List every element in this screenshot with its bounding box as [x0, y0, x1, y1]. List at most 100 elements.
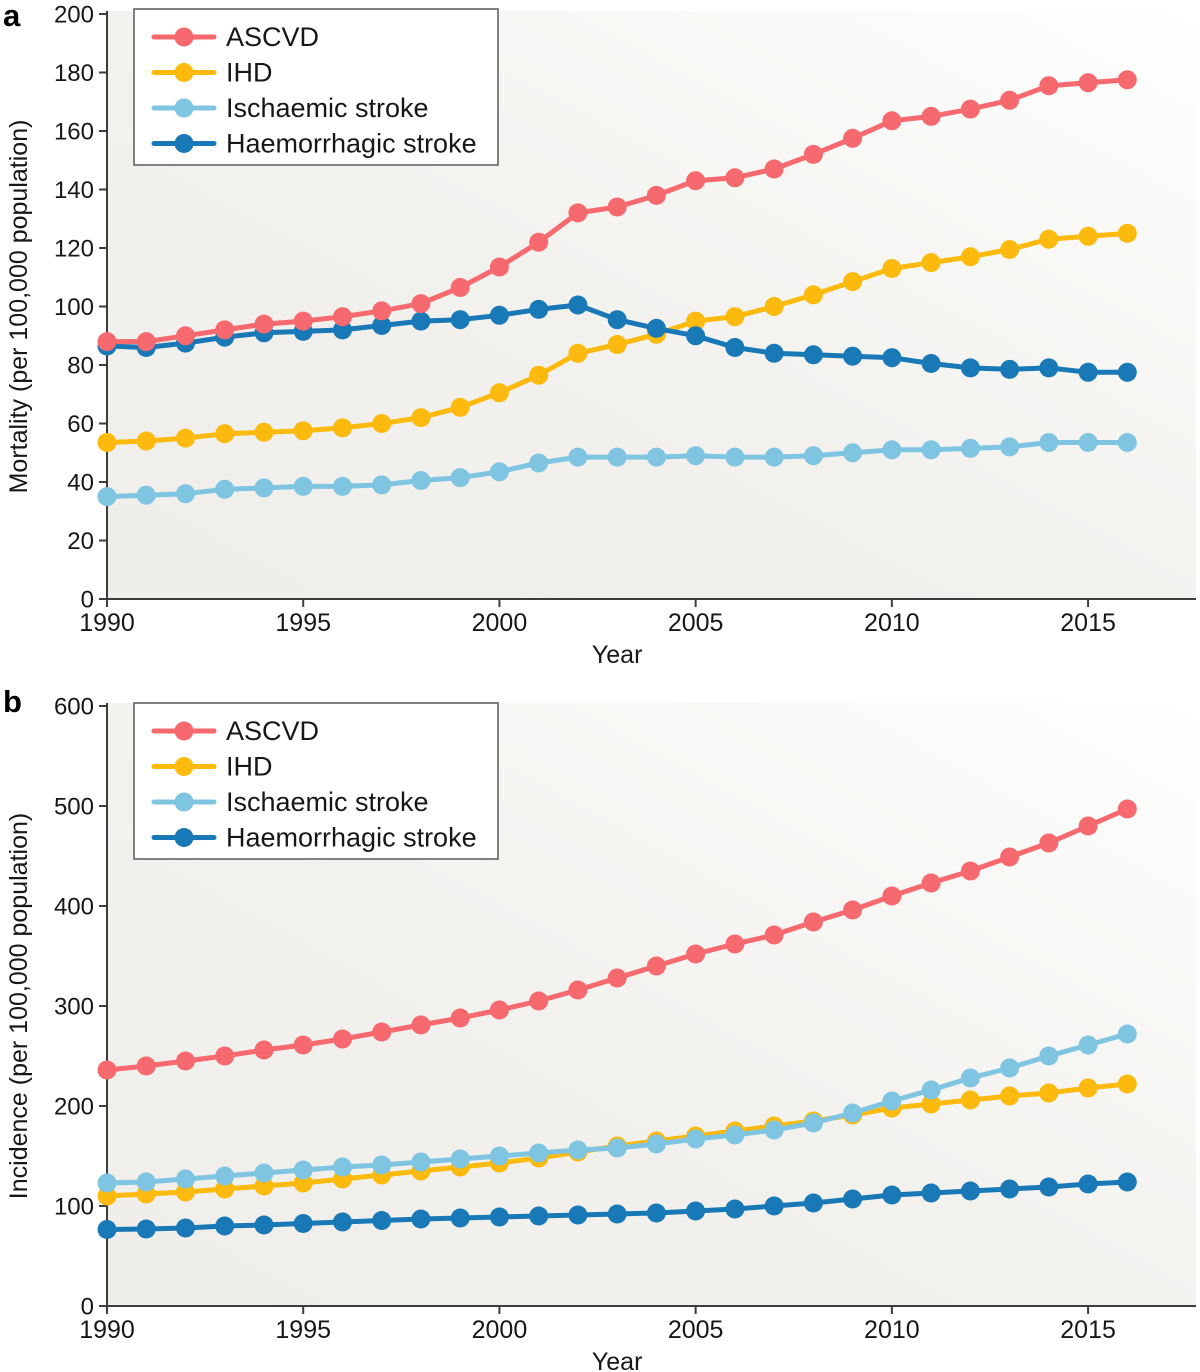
data-point-ascvd	[725, 168, 745, 188]
data-point-ascvd	[646, 956, 666, 976]
data-point-ischaemic-stroke	[843, 443, 863, 463]
data-point-haemorrhagic-stroke	[489, 305, 509, 325]
data-point-ascvd	[293, 1035, 313, 1055]
data-point-ischaemic-stroke	[607, 1138, 627, 1158]
data-point-ascvd	[1117, 799, 1137, 819]
data-point-ihd	[960, 247, 980, 267]
data-point-haemorrhagic-stroke	[803, 1193, 823, 1213]
data-point-ihd	[450, 397, 470, 417]
data-point-ascvd	[215, 1046, 235, 1066]
data-point-ascvd	[921, 106, 941, 126]
data-point-ascvd	[843, 128, 863, 148]
data-point-ischaemic-stroke	[803, 446, 823, 466]
x-tick-label: 1990	[79, 609, 135, 637]
y-axis-title: Mortality (per 100,000 population)	[5, 120, 33, 494]
data-point-ascvd	[1000, 847, 1020, 867]
data-point-ascvd	[1000, 90, 1020, 110]
x-tick-label: 2005	[668, 1316, 724, 1344]
data-point-ischaemic-stroke	[607, 447, 627, 467]
data-point-ascvd	[960, 99, 980, 119]
data-point-ischaemic-stroke	[568, 1140, 588, 1160]
data-point-haemorrhagic-stroke	[1000, 359, 1020, 379]
y-tick-label: 300	[54, 994, 94, 1021]
data-point-ihd	[803, 285, 823, 305]
y-tick-label: 100	[54, 1194, 94, 1221]
data-point-haemorrhagic-stroke	[293, 1214, 313, 1233]
y-tick-label: 400	[54, 894, 94, 921]
data-point-ischaemic-stroke	[176, 1169, 195, 1189]
data-point-haemorrhagic-stroke	[764, 343, 784, 363]
data-point-ihd	[882, 259, 902, 278]
data-point-haemorrhagic-stroke	[529, 299, 549, 319]
data-point-ischaemic-stroke	[646, 1134, 666, 1154]
data-point-ischaemic-stroke	[489, 462, 509, 482]
data-point-haemorrhagic-stroke	[372, 316, 392, 335]
data-point-haemorrhagic-stroke	[1039, 1177, 1059, 1197]
data-point-ischaemic-stroke	[960, 438, 980, 458]
series-points-haemorrhagic-stroke	[97, 1172, 1137, 1239]
data-point-ihd	[254, 422, 274, 442]
legend-marker	[174, 721, 194, 741]
data-point-ihd	[921, 1094, 941, 1114]
data-point-ischaemic-stroke	[215, 479, 235, 499]
data-point-ascvd	[646, 185, 666, 205]
data-point-ischaemic-stroke	[489, 1146, 509, 1166]
data-point-ascvd	[176, 1051, 195, 1071]
legend-label: Haemorrhagic stroke	[226, 129, 477, 159]
data-point-ischaemic-stroke	[450, 468, 470, 488]
tick-labels: 0 100 200 300 400 500 600 1990 1995 2000 2005 2010 2…	[54, 694, 1116, 1345]
data-point-ischaemic-stroke	[1000, 437, 1020, 457]
y-tick-label: 40	[67, 470, 94, 497]
data-point-ascvd	[97, 1060, 117, 1080]
data-point-ischaemic-stroke	[1078, 433, 1098, 452]
data-point-ihd	[489, 383, 509, 403]
data-point-ascvd	[333, 1029, 352, 1049]
data-point-ischaemic-stroke	[372, 1155, 392, 1175]
data-point-ascvd	[450, 278, 470, 297]
data-point-ascvd	[411, 294, 431, 314]
data-point-haemorrhagic-stroke	[333, 320, 352, 340]
legend-label: Ischaemic stroke	[226, 93, 429, 123]
data-point-haemorrhagic-stroke	[882, 348, 902, 368]
legend-label: IHD	[226, 752, 273, 782]
data-point-ischaemic-stroke	[1039, 433, 1059, 452]
data-point-ihd	[764, 297, 784, 316]
data-point-ascvd	[960, 861, 980, 881]
data-point-ihd	[97, 433, 117, 452]
y-tick-label: 60	[67, 411, 94, 438]
x-tick-label: 2000	[472, 1316, 528, 1344]
incidence-chart: 0 100 200 300 400 500 600 1990 1995 2000 2005 2010 2…	[5, 694, 1196, 1372]
data-point-ascvd	[254, 1040, 274, 1060]
data-point-ischaemic-stroke	[921, 440, 941, 460]
data-point-ischaemic-stroke	[136, 485, 156, 505]
data-point-haemorrhagic-stroke	[1078, 362, 1098, 382]
data-point-ascvd	[97, 332, 117, 352]
data-point-haemorrhagic-stroke	[843, 1189, 863, 1209]
legend: ASCVD IHD Ischaemic stroke Haemorrhagic str…	[133, 8, 499, 166]
data-point-ischaemic-stroke	[97, 487, 117, 507]
legend-marker	[174, 828, 194, 847]
x-tick-label: 1990	[79, 1316, 135, 1344]
data-point-ihd	[254, 1176, 274, 1196]
data-point-ischaemic-stroke	[97, 1173, 117, 1193]
data-point-ihd	[1117, 223, 1137, 243]
x-axis-title: Year	[592, 1348, 643, 1372]
data-point-ihd	[607, 335, 627, 354]
legend-label: IHD	[226, 58, 273, 88]
data-point-ihd	[1000, 1086, 1020, 1106]
data-point-ascvd	[921, 873, 941, 893]
data-point-ihd	[176, 428, 195, 448]
data-point-ischaemic-stroke	[1117, 1024, 1137, 1044]
data-point-ascvd	[333, 307, 352, 327]
panel-b: b 0 100 200 300 400 500 600 1990 1995 2000 2005 201…	[0, 686, 1200, 1372]
data-point-ascvd	[372, 301, 392, 321]
data-point-ihd	[411, 408, 431, 428]
data-point-haemorrhagic-stroke	[764, 1196, 784, 1216]
data-point-haemorrhagic-stroke	[372, 1211, 392, 1230]
legend: ASCVD IHD Ischaemic stroke Haemorrhagic str…	[133, 702, 499, 860]
y-tick-label: 80	[67, 353, 94, 380]
data-point-haemorrhagic-stroke	[686, 326, 706, 346]
y-tick-label: 600	[54, 694, 94, 721]
data-point-ischaemic-stroke	[764, 1120, 784, 1140]
